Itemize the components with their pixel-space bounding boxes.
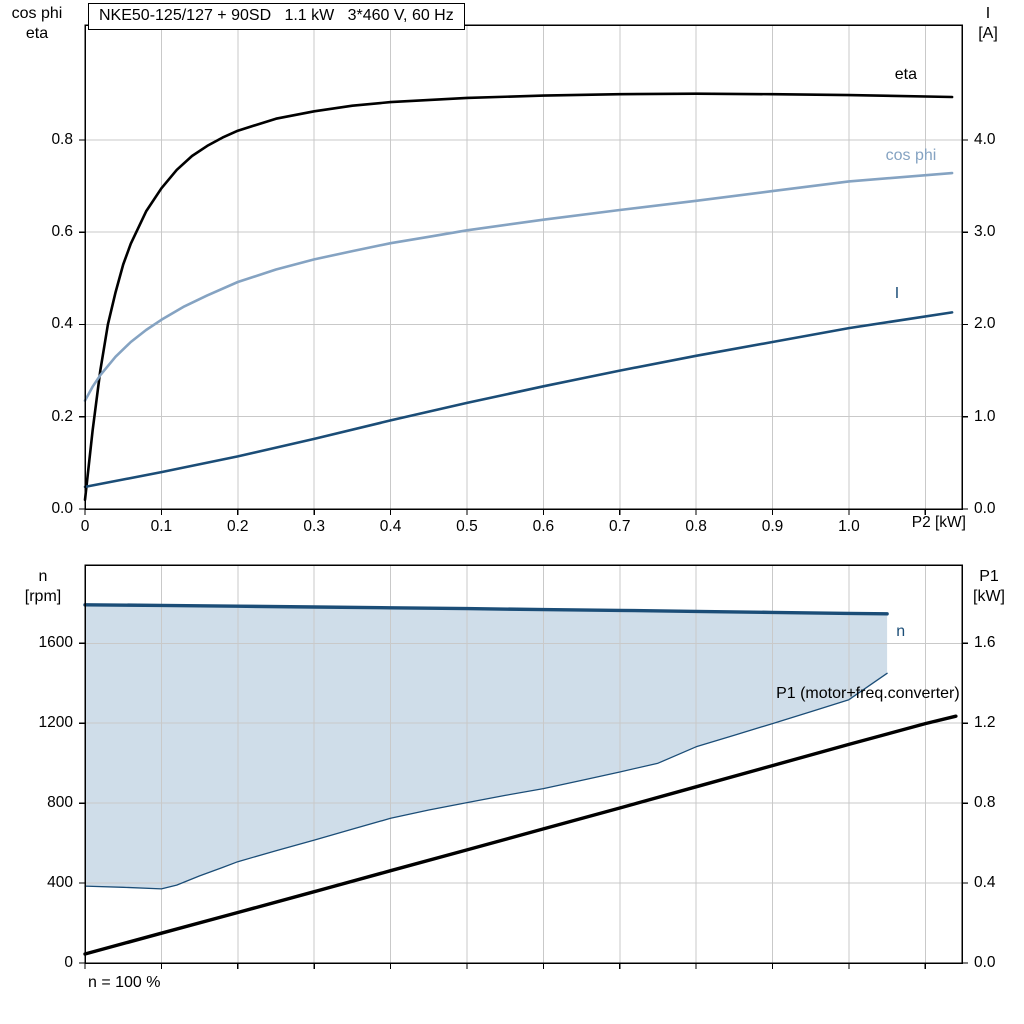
- curve-eta: [83, 92, 954, 502]
- curve-I: [83, 311, 954, 489]
- curve-n: [83, 603, 889, 616]
- curve-speed-range-min: [84, 672, 888, 890]
- plot-border: [84, 24, 963, 510]
- plot-border: [84, 564, 963, 964]
- curve-cos-phi: [83, 171, 954, 402]
- curve-P1: [83, 714, 958, 956]
- speed-range-fill: [85, 604, 888, 889]
